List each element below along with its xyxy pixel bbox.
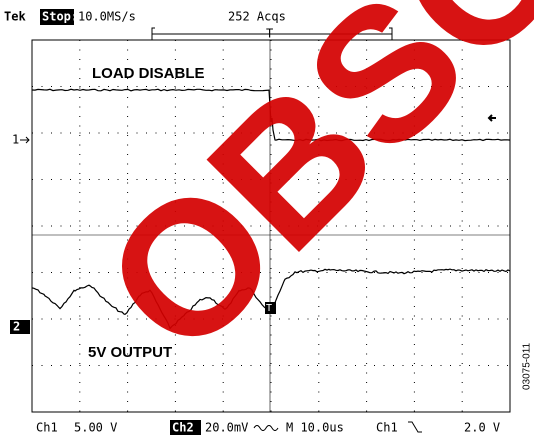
trigger-level-arrow — [487, 114, 496, 122]
trigger-source: Ch1 — [376, 421, 398, 435]
trigger-level: 2.0 V — [464, 421, 500, 435]
ch2-marker-box — [10, 320, 30, 334]
timebase: M 10.0us — [286, 421, 344, 435]
sample-rate: 10.0MS/s — [78, 10, 136, 24]
bandwidth-icon — [253, 425, 279, 431]
screen — [31, 39, 511, 413]
ch2-marker: 2 — [13, 320, 20, 334]
ch2-label-box — [170, 420, 201, 435]
state-box — [40, 9, 74, 25]
trigger-box — [265, 302, 276, 314]
brand: Tek — [4, 10, 26, 24]
state: Stop: — [42, 10, 78, 24]
figure-id: 03075-011 — [522, 342, 533, 390]
falling-edge-icon — [408, 421, 422, 433]
ch1-marker: 1 — [12, 133, 19, 147]
ch1-label: Ch1 — [36, 421, 58, 435]
ch1-trace — [31, 88, 511, 142]
ch2-scale: 20.0mV — [205, 421, 248, 435]
annotation-bottom: 5V OUTPUT — [88, 344, 172, 361]
acquisitions: 252 Acqs — [228, 10, 286, 24]
ch1-scale: 5.00 V — [74, 421, 117, 435]
ch1-arrow — [20, 136, 30, 144]
ch2-label: Ch2 — [172, 421, 194, 435]
trigger-marker: T — [266, 303, 272, 314]
annotation-top: LOAD DISABLE — [92, 65, 205, 82]
trigger-position: T — [266, 27, 273, 41]
